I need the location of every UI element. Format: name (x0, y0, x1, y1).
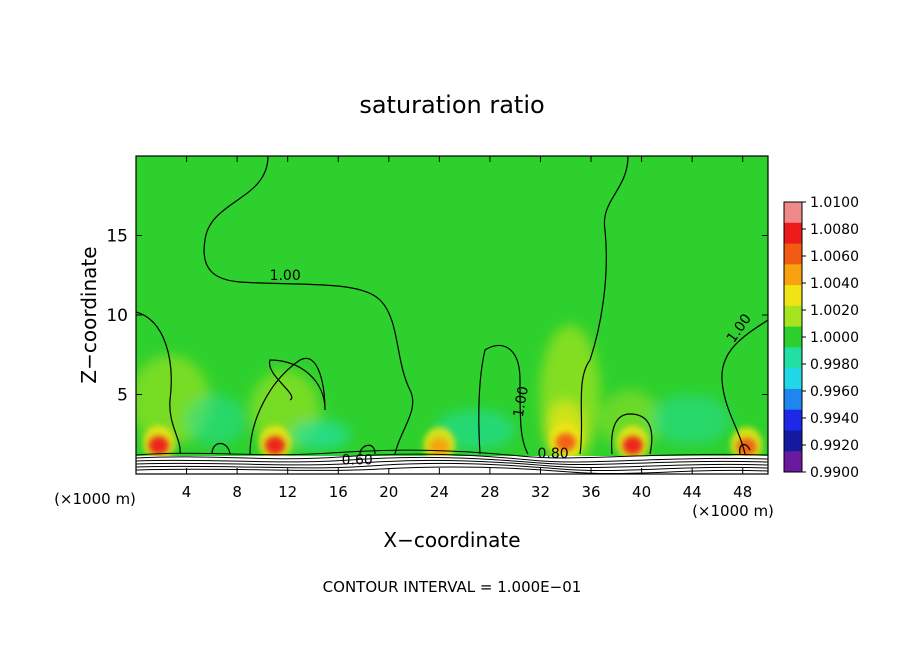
colorbar-label: 1.0020 (810, 303, 859, 319)
colorbar-segment (784, 451, 802, 473)
colorbar-segment (784, 409, 802, 431)
x-tick-label: 16 (329, 483, 348, 501)
colorbar-segment (784, 285, 802, 307)
colorbar-segment (784, 368, 802, 390)
colorbar-label: 1.0060 (810, 249, 859, 265)
colorbar-label: 1.0040 (810, 276, 859, 292)
colorbar-label: 1.0000 (810, 330, 859, 346)
x-tick-label: 40 (632, 483, 651, 501)
y-tick-label: 15 (106, 227, 128, 247)
x-unit-label-left: (×1000 m) (54, 490, 136, 508)
colorbar-segment (784, 305, 802, 328)
x-tick-label: 12 (278, 483, 297, 501)
hotspot-core (555, 433, 576, 452)
surface-contours (136, 449, 768, 474)
x-tick-label: 24 (430, 483, 449, 501)
colorbar-label: 0.9980 (810, 357, 859, 373)
y-tick-label: 5 (117, 386, 128, 406)
plot-area: 1.001.001.000.60 0.80 (136, 156, 768, 474)
hotspot-core (429, 437, 450, 456)
contour-interval-note: CONTOUR INTERVAL = 1.000E−01 (323, 578, 582, 596)
colorbar-label: 0.9920 (810, 438, 859, 454)
colorbar-label: 0.9960 (810, 384, 859, 400)
chart-title: saturation ratio (359, 91, 544, 119)
contour-label: 1.00 (270, 268, 301, 284)
x-axis-label: X−coordinate (383, 528, 520, 552)
colorbar-label: 0.9940 (810, 411, 859, 427)
hotspot-core (622, 436, 643, 455)
hotspot-core (265, 436, 286, 455)
colorbar: 1.0100 1.0080 1.0060 1.0040 1.0020 1.0000 0.99… (783, 195, 859, 481)
contour-labels: 1.001.001.000.60 0.80 (270, 268, 755, 468)
x-tick-label: 8 (232, 483, 242, 501)
x-tick-label: 4 (182, 483, 192, 501)
contour-label: 0.60 (342, 452, 373, 468)
colorbar-segment (784, 326, 802, 348)
x-tick-label: 44 (683, 483, 702, 501)
hotspot-core (148, 436, 169, 455)
colorbar-segment (784, 347, 802, 369)
colorbar-label: 1.0100 (810, 195, 859, 211)
y-axis-ticks: 5 10 15 (106, 227, 768, 406)
x-tick-label: 32 (531, 483, 550, 501)
hotspots (142, 422, 763, 463)
x-tick-label: 36 (581, 483, 600, 501)
colorbar-segment (784, 243, 802, 265)
colorbar-label: 1.0080 (810, 222, 859, 238)
colorbar-segment (784, 388, 802, 411)
y-axis-label: Z−coordinate (77, 246, 101, 383)
contour-lines-1-00 (136, 156, 768, 455)
contour-label: 0.80 (538, 446, 569, 462)
x-unit-label-right: (×1000 m) (692, 502, 774, 520)
colorbar-segment (784, 202, 802, 224)
colorbar-segment (784, 222, 802, 245)
contour-label: 1.00 (511, 385, 532, 418)
x-tick-label: 20 (379, 483, 398, 501)
colorbar-segment (784, 430, 802, 452)
y-tick-label: 10 (106, 306, 128, 326)
x-tick-label: 48 (733, 483, 752, 501)
x-tick-label: 28 (480, 483, 499, 501)
colorbar-label: 0.9900 (810, 465, 859, 481)
x-axis-ticks: 4 8 12 16 20 24 28 32 36 40 44 48 (182, 156, 752, 501)
colorbar-segment (784, 264, 802, 286)
